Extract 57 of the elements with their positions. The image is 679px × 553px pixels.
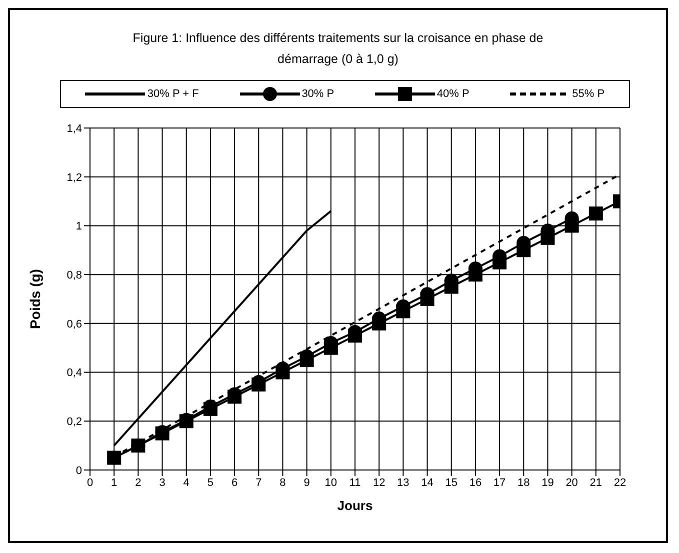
x-tick-label: 8 [280, 476, 286, 489]
x-tick-label: 7 [256, 476, 262, 489]
point [444, 280, 458, 294]
x-tick-label: 15 [445, 476, 458, 489]
point [492, 255, 507, 270]
x-tick-label: 14 [421, 476, 434, 489]
y-tick-label: 0,6 [66, 318, 82, 330]
x-tick-label: 0 [86, 476, 94, 489]
x-tick-label: 18 [518, 476, 530, 489]
point [228, 390, 242, 404]
x-tick-label: 17 [493, 476, 506, 489]
point [131, 438, 146, 453]
x-tick-label: 22 [614, 476, 626, 489]
y-tick-label: 0,2 [66, 416, 82, 428]
x-tick-label: 2 [135, 476, 142, 489]
x-tick-label: 3 [159, 476, 166, 489]
y-tick-label: 1,2 [66, 172, 82, 184]
x-tick-label: 13 [397, 476, 410, 489]
point [372, 316, 386, 330]
x-tick-label: 11 [349, 476, 361, 489]
y-tick-label: 0,4 [66, 367, 82, 380]
y-tick-label: 1,4 [66, 122, 82, 135]
x-tick-label: 21 [590, 476, 602, 489]
point [468, 268, 482, 282]
point [300, 353, 314, 368]
point [516, 243, 531, 258]
point [420, 292, 434, 306]
legend-label: 40% P [436, 88, 470, 100]
x-tick-label: 5 [207, 476, 214, 489]
point [276, 365, 290, 380]
x-tick-label: 12 [372, 476, 386, 489]
legend-label: 55% P [572, 88, 605, 100]
point [107, 450, 122, 465]
point [252, 378, 266, 392]
x-tick-label: 6 [231, 476, 238, 489]
y-axis-title: Poids (g) [26, 269, 43, 329]
x-tick-label: 20 [566, 476, 578, 489]
chart-title: Figure 1: Influence des différents traitements sur la croisance en phase de démarrage (0 à 1,0 g) [132, 30, 544, 68]
x-tick-label: 19 [542, 476, 554, 489]
point [564, 218, 579, 233]
x-tick-label: 4 [183, 476, 190, 489]
point [324, 340, 338, 355]
point [540, 230, 555, 245]
x-tick-label: 9 [304, 476, 310, 489]
point [588, 206, 603, 220]
y-tick-label: 1 [76, 220, 82, 233]
legend-label: 30% P + F [147, 88, 199, 100]
point [203, 402, 218, 416]
x-tick-label: 1 [111, 476, 118, 489]
legend-label: 30% P [302, 88, 334, 100]
point [396, 304, 410, 318]
x-axis-title: Jours [337, 498, 373, 513]
y-tick-label: 0 [76, 464, 82, 477]
point [348, 328, 362, 343]
x-tick-label: 16 [469, 476, 482, 489]
y-tick-label: 0,8 [66, 269, 82, 282]
x-tick-label: 10 [324, 476, 338, 489]
